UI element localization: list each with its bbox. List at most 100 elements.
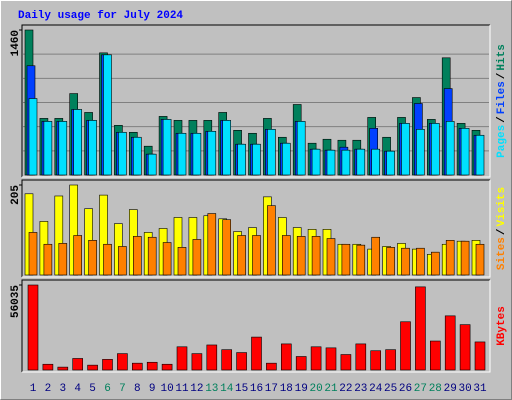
- bar: [430, 251, 440, 276]
- x-tick-label: 11: [175, 383, 189, 395]
- bar: [474, 341, 486, 371]
- bar: [401, 123, 410, 176]
- legend-separator: /: [496, 228, 508, 235]
- bar: [147, 236, 157, 276]
- y-tick-label: 205: [10, 185, 22, 205]
- chart-title: Daily usage for July 2024: [18, 10, 183, 22]
- bar: [88, 240, 97, 276]
- bar: [280, 343, 292, 371]
- bar: [386, 150, 395, 176]
- bar: [370, 350, 382, 371]
- legend-separator: /: [496, 72, 508, 79]
- x-tick-label: 21: [324, 383, 338, 395]
- bar: [206, 344, 218, 371]
- bar: [222, 219, 231, 276]
- x-tick-label: 14: [220, 383, 234, 395]
- bar: [43, 121, 53, 176]
- bar: [28, 98, 38, 176]
- bar: [72, 358, 83, 371]
- bar: [415, 286, 426, 371]
- bar: [340, 354, 352, 371]
- x-tick-label: 22: [339, 383, 352, 395]
- legend-entry: Pages: [496, 125, 508, 158]
- bar: [430, 123, 440, 176]
- bar: [325, 347, 337, 371]
- bar: [252, 143, 261, 176]
- bar: [146, 361, 158, 371]
- bar: [73, 109, 82, 176]
- x-tick-label: 31: [473, 383, 487, 395]
- x-tick-label: 16: [250, 383, 263, 395]
- x-tick-label: 28: [429, 383, 442, 395]
- legend-entry: Hits: [496, 44, 508, 70]
- bar: [267, 205, 276, 276]
- bar: [177, 132, 187, 176]
- bar: [266, 362, 277, 371]
- x-tick-label: 23: [354, 383, 367, 395]
- x-tick-label: 17: [265, 383, 278, 395]
- x-tick-label: 30: [458, 383, 471, 395]
- bar: [475, 243, 485, 276]
- x-tick-label: 6: [104, 383, 111, 395]
- bar: [416, 247, 425, 276]
- bar: [326, 238, 336, 276]
- bar: [281, 142, 291, 176]
- legend-entry: Visits: [496, 187, 508, 227]
- y-tick-label: 56035: [10, 285, 22, 318]
- bar: [88, 120, 97, 176]
- bar: [102, 359, 113, 371]
- legend: Pages / Files / Hits: [496, 44, 508, 158]
- legend-entry: Sites: [496, 237, 508, 270]
- x-tick-label: 12: [190, 383, 203, 395]
- bar: [371, 148, 381, 176]
- bar: [117, 353, 128, 371]
- bar: [460, 240, 470, 276]
- bar: [401, 247, 410, 276]
- x-tick-label: 7: [119, 383, 126, 395]
- panel-border: [21, 24, 490, 177]
- bar: [295, 356, 307, 371]
- bar: [341, 243, 351, 276]
- legend-entry: KBytes: [496, 306, 508, 346]
- bar: [236, 352, 247, 371]
- bar: [118, 246, 127, 276]
- x-tick-label: 27: [414, 383, 427, 395]
- x-tick-label: 2: [45, 383, 52, 395]
- bar: [42, 363, 54, 371]
- bar: [57, 366, 69, 371]
- bar: [87, 364, 98, 371]
- bar: [281, 235, 291, 276]
- bar: [237, 235, 246, 276]
- bar: [445, 240, 455, 276]
- bar: [310, 346, 322, 371]
- bar: [221, 349, 232, 371]
- bar: [192, 132, 202, 176]
- x-tick-label: 3: [59, 383, 66, 395]
- bar: [118, 131, 127, 176]
- panel-border: [21, 179, 490, 277]
- bar: [222, 120, 231, 176]
- bar: [416, 129, 425, 176]
- x-tick-label: 10: [160, 383, 173, 395]
- panel-border: [22, 280, 491, 373]
- bar: [355, 343, 367, 371]
- x-tick-label: 26: [399, 383, 412, 395]
- x-tick-label: 4: [74, 383, 81, 395]
- bar: [459, 324, 471, 371]
- legend-entry: Files: [496, 81, 508, 114]
- bar: [73, 235, 82, 276]
- x-tick-label: 29: [444, 383, 457, 395]
- bar: [162, 119, 172, 176]
- bar: [460, 128, 470, 176]
- legend: KBytes: [496, 306, 508, 346]
- x-tick-label: 15: [235, 383, 248, 395]
- bar: [58, 243, 68, 276]
- x-tick-label: 25: [384, 383, 397, 395]
- bar: [176, 346, 188, 371]
- x-tick-label: 13: [205, 383, 218, 395]
- bar: [386, 247, 395, 276]
- x-tick-label: 20: [309, 383, 322, 395]
- bar: [429, 340, 441, 371]
- bar: [133, 236, 142, 276]
